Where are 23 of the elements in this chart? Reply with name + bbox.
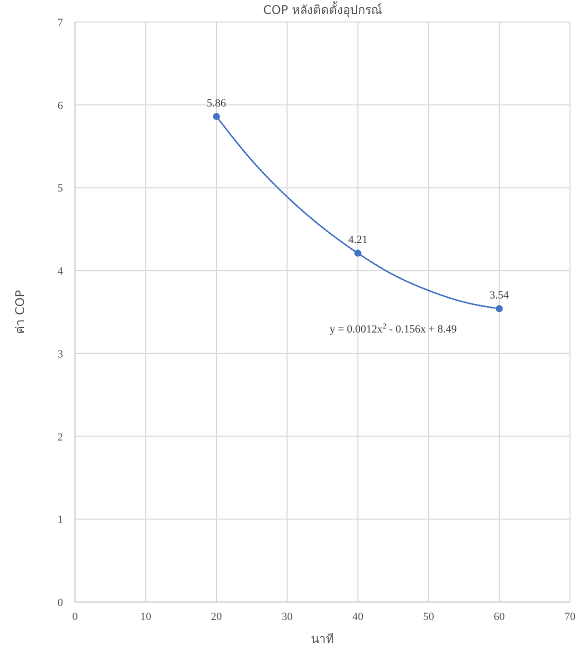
y-tick-label: 6 [58,100,64,112]
y-tick-label: 7 [58,17,64,29]
x-tick-label: 60 [494,611,506,623]
y-tick-label: 2 [58,431,63,444]
x-tick-label: 20 [210,611,222,623]
data-label: 3.54 [490,290,510,302]
annotation: y = 0.0012x$^{2}$ - 0.156x + 8.49 [330,321,458,336]
data-label: 5.86 [206,97,227,110]
y-tick-label: 0 [58,597,64,609]
y-tick-label: 5 [58,182,64,195]
x-tick-label: 50 [423,611,435,623]
x-tick-label: 40 [352,611,364,623]
data-label: 4.21 [348,234,368,246]
x-tick-label: 30 [282,611,294,623]
y-axis-title: ค่า COP [13,290,27,334]
x-tick-label: 0 [72,611,78,623]
y-tick-label: 3 [58,348,64,360]
chart-title: COP หลังติดตั้งอุปกรณ์ [263,1,382,18]
y-tick-label: 4 [58,266,64,278]
x-axis-title: นาที [311,632,334,646]
y-tick-label: 1 [58,514,63,526]
x-tick-label: 10 [140,611,152,623]
x-tick-label: 70 [564,611,576,623]
